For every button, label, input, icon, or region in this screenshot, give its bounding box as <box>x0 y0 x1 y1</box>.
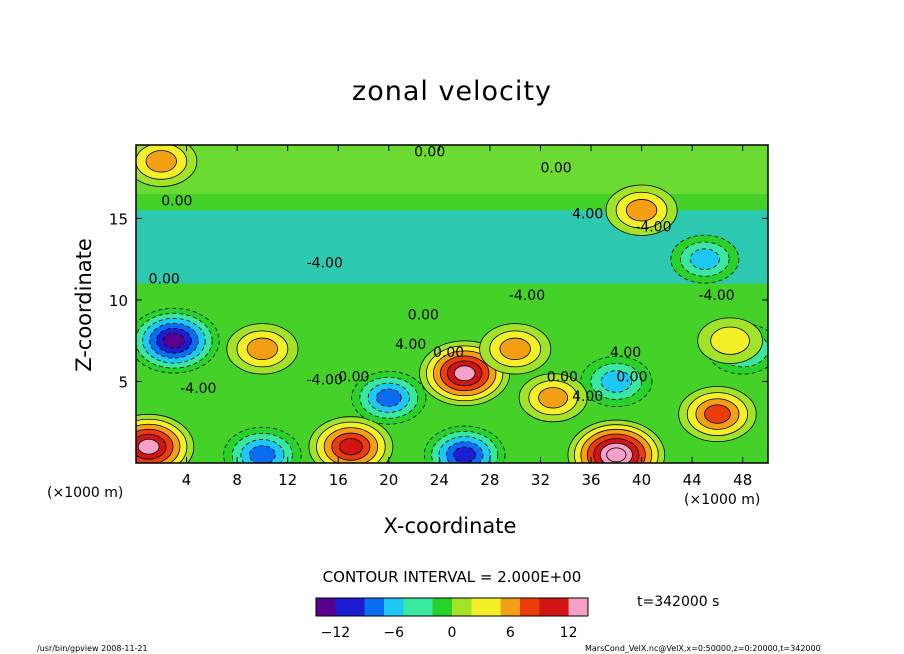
colorbar-cell <box>325 598 336 616</box>
contour-label: -4.00 <box>180 381 216 397</box>
y-tick-label: 5 <box>118 373 128 391</box>
colorbar-cell <box>432 598 443 616</box>
contour-label: -4.00 <box>698 288 734 304</box>
contour-label: 0.00 <box>161 193 192 209</box>
contour-label: 0.00 <box>408 307 439 323</box>
contour-label: -4.00 <box>509 288 545 304</box>
colorbar-cell <box>461 598 472 616</box>
colorbar-cell <box>354 598 366 616</box>
chart-title: zonal velocity <box>352 76 552 107</box>
velocity-feature-15 <box>136 145 198 187</box>
colorbar-cell <box>529 598 540 616</box>
velocity-feature-13 <box>423 425 506 463</box>
x-tick-label: 32 <box>531 471 550 489</box>
x-tick-label: 20 <box>379 471 398 489</box>
velocity-feature-4 <box>605 184 678 236</box>
colorbar-cell <box>578 598 589 616</box>
velocity-feature-7 <box>308 416 394 463</box>
colorbar-cell <box>481 598 492 616</box>
velocity-feature-6 <box>136 413 195 463</box>
contour-label: -4.00 <box>307 373 343 389</box>
colorbar-tick-label: 0 <box>448 625 457 641</box>
colorbar-cell <box>539 598 550 616</box>
contour-label: 0.00 <box>149 272 180 288</box>
colorbar-cell <box>471 598 482 616</box>
velocity-feature-10 <box>580 355 653 408</box>
colorbar-cell <box>403 598 414 616</box>
velocity-feature-17 <box>697 317 763 364</box>
colorbar-frame <box>315 597 589 617</box>
colorbar-cell <box>413 598 424 616</box>
contour-label: 0.00 <box>433 345 464 361</box>
x-tick-label: 28 <box>480 471 499 489</box>
x-tick-label: 8 <box>232 471 242 489</box>
colorbar-cell <box>510 598 521 616</box>
velocity-feature-11 <box>670 234 740 284</box>
contour-label: 4.00 <box>572 389 603 405</box>
velocity-feature-16 <box>518 373 588 423</box>
colorbar-cell <box>490 598 502 616</box>
upper-flow-band <box>136 145 768 194</box>
velocity-feature-3 <box>479 323 552 375</box>
x-tick-label: 36 <box>581 471 600 489</box>
footer-left: /usr/bin/gpview 2008-11-21 <box>37 644 148 653</box>
colorbar-cell <box>364 598 375 616</box>
velocity-feature-8 <box>678 386 757 443</box>
contour-label: 0.00 <box>616 369 647 385</box>
contour-label: -4.00 <box>635 219 671 235</box>
x-tick-label: 40 <box>632 471 651 489</box>
y-tick-label: 10 <box>109 292 128 310</box>
contour-interval-text: CONTOUR INTERVAL = 2.000E+00 <box>322 568 582 586</box>
velocity-feature-9 <box>351 370 427 425</box>
y-tick-label: 15 <box>109 210 128 228</box>
x-tick-label: 12 <box>278 471 297 489</box>
velocity-field: 0.000.000.004.00-4.00-4.00-4.00 -4.000.00… <box>136 144 768 463</box>
x-tick-label: 24 <box>430 471 449 489</box>
contour-label: 4.00 <box>395 337 426 353</box>
colorbar-cell <box>549 598 560 616</box>
colorbar-cell <box>374 598 385 616</box>
footer-right: MarsCond_VelX.nc@VelX,x=0:50000,z=0:2000… <box>585 644 821 653</box>
colorbar-cell <box>558 598 570 616</box>
y-axis-label: Z-coordinate <box>72 238 96 372</box>
contour-label: 0.00 <box>540 161 571 177</box>
colorbar-tick-label: 12 <box>560 625 578 641</box>
plot-frame <box>135 144 769 464</box>
colorbar-cell <box>568 598 579 616</box>
colorbar-cell <box>442 598 453 616</box>
velocity-feature-12 <box>223 426 302 463</box>
contour-label: -4.00 <box>307 255 343 271</box>
colorbar-cell <box>452 598 463 616</box>
colorbar-tick-label: −12 <box>321 625 351 641</box>
colorbar-cell <box>393 598 404 616</box>
x-axis-label: X-coordinate <box>0 514 904 538</box>
colorbar-cell <box>500 598 511 616</box>
velocity-feature-1 <box>226 323 299 375</box>
x-tick-label: 16 <box>329 471 348 489</box>
colorbar-cell <box>345 598 356 616</box>
contour-label: 4.00 <box>610 345 641 361</box>
contour-label: 0.00 <box>414 144 445 160</box>
contour-label: 0.00 <box>338 369 369 385</box>
x-unit-note-right: (×1000 m) <box>684 492 761 508</box>
colorbar-tick-label: 6 <box>506 625 515 641</box>
colorbar-cell <box>384 598 395 616</box>
colorbar-cell <box>316 598 327 616</box>
x-tick-label: 4 <box>182 471 192 489</box>
x-tick-label: 48 <box>733 471 752 489</box>
velocity-feature-5 <box>567 419 666 463</box>
x-unit-note-left: (×1000 m) <box>47 485 124 501</box>
contour-label: 0.00 <box>547 369 578 385</box>
colorbar-cell <box>335 598 346 616</box>
colorbar-cell <box>422 598 434 616</box>
x-axis-label-text: X-coordinate <box>383 514 517 538</box>
contour-label: 4.00 <box>572 206 603 222</box>
velocity-feature-0 <box>136 307 220 374</box>
colorbar-cell <box>520 598 531 616</box>
x-tick-label: 44 <box>683 471 702 489</box>
time-label: t=342000 s <box>637 594 720 610</box>
colorbar-tick-label: −6 <box>383 625 404 641</box>
